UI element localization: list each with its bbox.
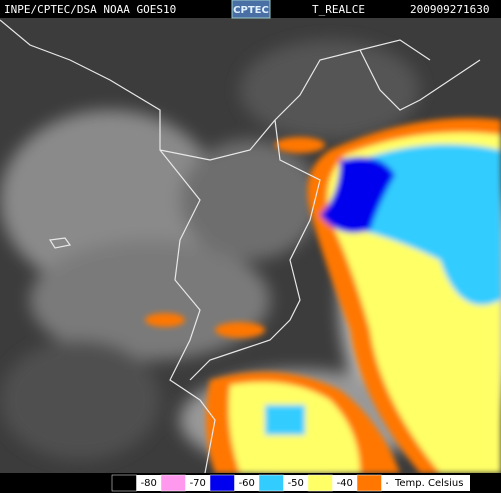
legend-label: -60 xyxy=(239,478,255,489)
legend-label-box xyxy=(136,475,161,491)
legend-label-box xyxy=(234,475,259,491)
unit-box xyxy=(388,475,470,491)
logo-box xyxy=(231,0,271,19)
legend-swatch xyxy=(356,474,382,492)
legend-label: -50 xyxy=(288,478,304,489)
logo: CPTEC xyxy=(233,5,269,16)
legend-label: -70 xyxy=(190,478,206,489)
cold-cloud-tops xyxy=(145,118,501,473)
legend-label-box xyxy=(185,475,210,491)
legend: -80-70-60-50-40-30 xyxy=(111,474,406,492)
legend-label: -80 xyxy=(141,478,157,489)
source-label: INPE/CPTEC/DSA NOAA GOES10 xyxy=(4,3,176,16)
legend-unit: Temp. Celsius xyxy=(394,478,463,489)
legend-swatch xyxy=(258,474,284,492)
legend-swatch xyxy=(111,474,137,492)
legend-label-box xyxy=(332,475,357,491)
legend-swatch xyxy=(209,474,235,492)
legend-label: -40 xyxy=(337,478,353,489)
product-label: T_REALCE xyxy=(312,3,365,16)
legend-swatch xyxy=(307,474,333,492)
coastlines xyxy=(0,19,481,474)
legend-swatch xyxy=(160,474,186,492)
legend-label-box xyxy=(283,475,308,491)
timestamp: 200909271630 xyxy=(410,3,489,16)
